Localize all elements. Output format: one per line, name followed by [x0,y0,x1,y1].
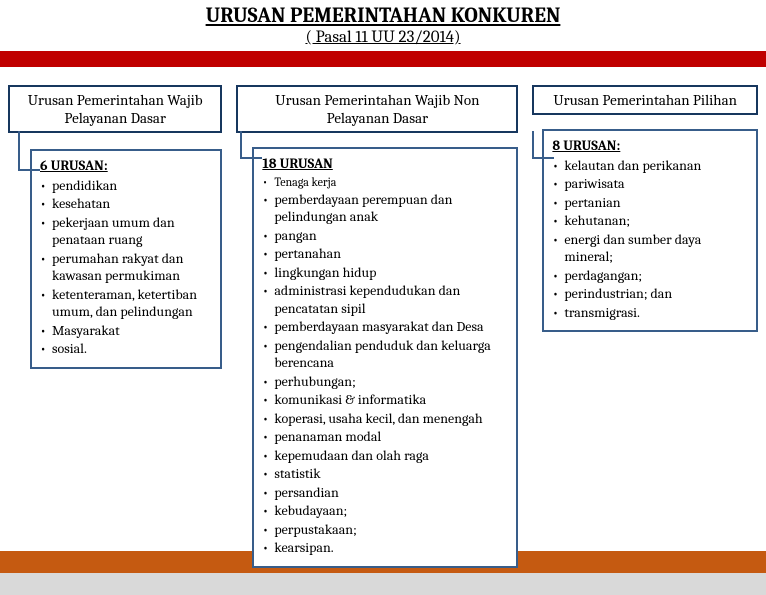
column-pilihan: Urusan Pemerintahan Pilihan 8 URUSAN: ke… [532,85,758,568]
header-pilihan: Urusan Pemerintahan Pilihan [532,85,758,115]
list-item: komunikasi & informatika [262,391,508,409]
column-wajib-dasar: Urusan Pemerintahan Wajib Pelayanan Dasa… [8,85,222,568]
list-item: Masyarakat [40,322,212,340]
list-wajib-dasar: pendidikankesehatanpekerjaan umum dan pe… [40,177,212,358]
footer-grey-bar [0,573,766,595]
list-item: perdagangan; [552,267,748,285]
subtitle: ( Pasal 11 UU 23/2014) [0,28,766,47]
connector-3 [532,131,554,159]
list-item: pendidikan [40,177,212,195]
list-item: Tenaga kerja [262,175,508,190]
list-item: pertanahan [262,245,508,263]
list-item: perindustrian; dan [552,285,748,303]
connector-1 [18,131,40,171]
list-item: sosial. [40,340,212,358]
header-wajib-nondasar: Urusan Pemerintahan Wajib Non Pelayanan … [236,85,518,133]
heading-6-urusan: 6 URUSAN: [40,157,212,175]
header-wajib-dasar: Urusan Pemerintahan Wajib Pelayanan Dasa… [8,85,222,133]
list-item: perpustakaan; [262,521,508,539]
list-item: statistik [262,465,508,483]
list-item: pertanian [552,194,748,212]
content-pilihan: 8 URUSAN: kelautan dan perikananpariwisa… [542,129,758,332]
list-item: kelautan dan perikanan [552,157,748,175]
list-item: ketenteraman, ketertiban umum, dan pelin… [40,286,212,321]
heading-18-urusan: 18 URUSAN [262,155,508,173]
connector-2 [240,131,262,159]
list-item: perumahan rakyat dan kawasan permukiman [40,250,212,285]
list-item: pangan [262,227,508,245]
main-title: URUSAN PEMERINTAHAN KONKUREN [0,4,766,28]
list-pilihan: kelautan dan perikananpariwisatapertania… [552,157,748,322]
list-item: kesehatan [40,195,212,213]
list-item: penanaman modal [262,428,508,446]
list-item: perhubungan; [262,373,508,391]
list-item: kebudayaan; [262,502,508,520]
title-bar: URUSAN PEMERINTAHAN KONKUREN ( Pasal 11 … [0,0,766,49]
red-divider [0,51,766,67]
list-item: persandian [262,484,508,502]
content-wajib-nondasar: 18 URUSAN Tenaga kerjapemberdayaan perem… [252,147,518,568]
list-wajib-nondasar: Tenaga kerjapemberdayaan perempuan dan p… [262,175,508,557]
list-item: pariwisata [552,175,748,193]
list-item: energi dan sumber daya mineral; [552,231,748,266]
list-item: pengendalian penduduk dan keluarga beren… [262,337,508,372]
list-item: transmigrasi. [552,304,748,322]
list-item: kearsipan. [262,539,508,557]
list-item: pekerjaan umum dan penataan ruang [40,214,212,249]
list-item: lingkungan hidup [262,264,508,282]
list-item: kehutanan; [552,212,748,230]
list-item: administrasi kependudukan dan pencatatan… [262,282,508,317]
list-item: pemberdayaan masyarakat dan Desa [262,318,508,336]
list-item: pemberdayaan perempuan dan pelindungan a… [262,191,508,226]
list-item: kepemudaan dan olah raga [262,447,508,465]
column-wajib-nondasar: Urusan Pemerintahan Wajib Non Pelayanan … [236,85,518,568]
list-item: koperasi, usaha kecil, dan menengah [262,410,508,428]
heading-8-urusan: 8 URUSAN: [552,137,748,155]
content-wajib-dasar: 6 URUSAN: pendidikankesehatanpekerjaan u… [30,149,222,369]
columns-container: Urusan Pemerintahan Wajib Pelayanan Dasa… [0,67,766,568]
